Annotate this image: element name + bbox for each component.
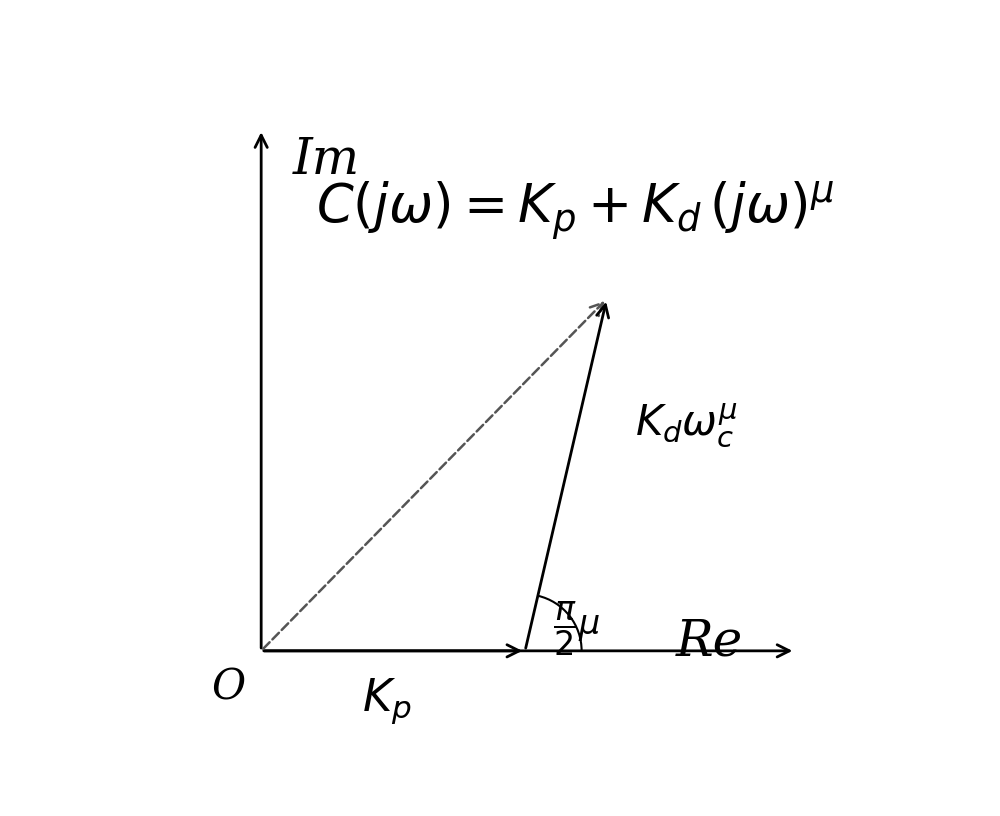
Text: Re: Re — [676, 617, 743, 666]
Text: $K_d\omega_c^\mu$: $K_d\omega_c^\mu$ — [635, 401, 738, 449]
Text: O: O — [211, 667, 245, 708]
Text: $\dfrac{\pi}{2}\mu$: $\dfrac{\pi}{2}\mu$ — [553, 600, 600, 658]
Text: $K_p$: $K_p$ — [362, 676, 412, 726]
Text: Im: Im — [293, 135, 360, 185]
Text: $C(j\omega) = K_p + K_d\,(j\omega)^{\mu}$: $C(j\omega) = K_p + K_d\,(j\omega)^{\mu}… — [316, 180, 834, 242]
